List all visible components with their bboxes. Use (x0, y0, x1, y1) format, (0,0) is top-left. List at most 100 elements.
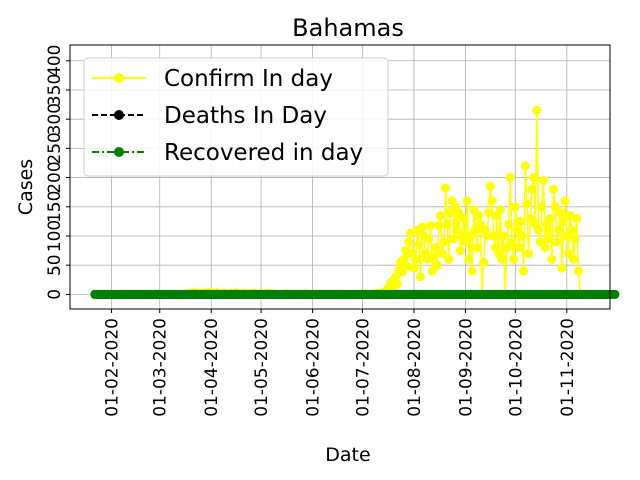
data-point (502, 243, 512, 253)
data-point (557, 263, 567, 273)
data-point (562, 231, 572, 241)
x-tick-label: 01-09-2020 (456, 318, 476, 417)
data-point (397, 267, 407, 277)
legend-item-confirm: Confirm In day (92, 66, 333, 92)
data-point (512, 225, 522, 235)
axes-frame (69, 44, 611, 310)
data-point (507, 237, 517, 247)
data-point (572, 213, 582, 223)
legend-box (83, 57, 389, 177)
data-point (455, 246, 465, 256)
y-tick-label: 250 (45, 132, 65, 164)
data-point (479, 257, 489, 267)
data-point (537, 202, 547, 212)
data-point (567, 225, 577, 235)
data-point (560, 196, 570, 206)
data-point (532, 105, 542, 115)
data-point (444, 254, 454, 264)
data-point (416, 272, 426, 282)
chart-title: Bahamas (292, 14, 404, 42)
data-point (426, 220, 436, 230)
data-point (465, 231, 475, 241)
data-point (409, 263, 419, 273)
series-recovered (90, 289, 620, 299)
data-point (482, 231, 492, 241)
data-point (459, 213, 469, 223)
legend-marker (114, 110, 124, 120)
data-point (436, 211, 446, 221)
y-tick-label: 50 (45, 254, 65, 276)
legend-marker (114, 73, 124, 83)
data-point (441, 183, 451, 193)
data-point (392, 279, 402, 289)
legend-label-deaths: Deaths In Day (164, 103, 327, 129)
data-point (504, 219, 514, 229)
data-point (522, 199, 532, 209)
data-point (553, 225, 563, 235)
y-tick-label: 100 (45, 220, 65, 252)
data-point (544, 234, 554, 244)
data-point (519, 266, 529, 276)
data-point (573, 266, 583, 276)
data-point (534, 225, 544, 235)
x-axis-ticks: 01-02-2020 01-03-2020 01-04-2020 01-05-2020… (103, 309, 578, 417)
data-point (431, 243, 441, 253)
data-point (434, 220, 444, 230)
data-point (563, 249, 573, 259)
legend-label-confirm: Confirm In day (164, 66, 333, 92)
legend-marker (114, 147, 124, 157)
data-point (437, 249, 447, 259)
data-point (432, 260, 442, 270)
data-point (527, 184, 537, 194)
x-tick-label: 01-08-2020 (405, 318, 425, 417)
x-tick-label: 01-05-2020 (252, 318, 272, 417)
data-point (505, 173, 515, 183)
x-tick-label: 01-02-2020 (103, 318, 123, 417)
data-point (429, 251, 439, 261)
data-point (547, 254, 557, 264)
series-layer (90, 105, 620, 299)
y-tick-label: 300 (45, 103, 65, 135)
data-point (535, 237, 545, 247)
legend-item-recovered: Recovered in day (92, 140, 363, 166)
data-point (467, 266, 477, 276)
data-point (510, 202, 520, 212)
x-tick-label: 01-06-2020 (304, 318, 324, 417)
data-point (454, 208, 464, 218)
data-point (568, 254, 578, 264)
data-point (558, 216, 568, 226)
data-point (484, 208, 494, 218)
y-axis-label: Cases (15, 159, 37, 215)
data-point (524, 249, 534, 259)
x-tick-label: 01-03-2020 (151, 318, 171, 417)
legend-item-deaths: Deaths In Day (92, 103, 327, 129)
data-point (499, 231, 509, 241)
y-tick-label: 400 (45, 45, 65, 77)
x-tick-label: 01-11-2020 (558, 318, 578, 417)
data-point (452, 225, 462, 235)
data-point (411, 254, 421, 264)
data-point (515, 216, 525, 226)
x-tick-label: 01-07-2020 (353, 318, 373, 417)
x-axis-label: Date (325, 444, 370, 466)
data-point (474, 211, 484, 221)
data-point (509, 254, 519, 264)
data-point (439, 237, 449, 247)
data-point (549, 184, 559, 194)
data-point (539, 176, 549, 185)
data-point (391, 272, 401, 282)
y-tick-label: 350 (45, 74, 65, 106)
data-point (610, 289, 620, 299)
data-point (550, 202, 560, 212)
data-point (399, 254, 409, 264)
data-point (469, 205, 479, 215)
y-tick-label: 150 (45, 191, 65, 223)
data-point (442, 219, 452, 229)
data-point (555, 208, 565, 218)
data-point (489, 231, 499, 241)
data-point (417, 222, 427, 232)
data-point (497, 254, 507, 264)
data-point (464, 254, 474, 264)
data-point (540, 243, 550, 253)
